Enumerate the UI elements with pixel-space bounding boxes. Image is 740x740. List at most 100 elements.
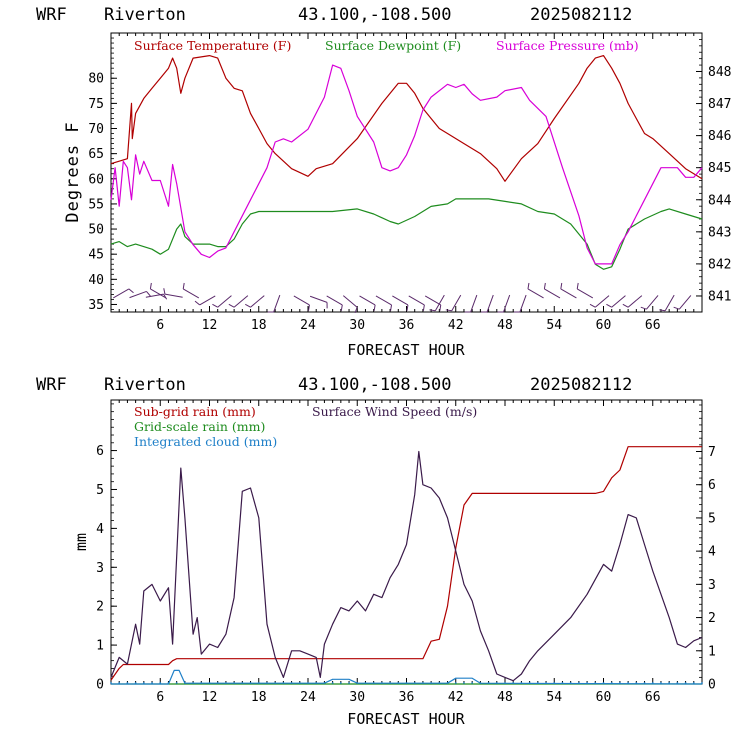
wind-barb xyxy=(576,288,594,299)
wind-barb-flag xyxy=(163,288,166,295)
wind-barb xyxy=(594,295,610,308)
panel1-header: WRF Riverton 43.100,-108.500 2025082112 xyxy=(36,5,632,25)
y2-tick-label: 847 xyxy=(708,97,731,112)
panel1-x-ticks: 6 12 18 24 30 36 42 48 54 60 66 xyxy=(110,33,703,333)
cloud-marker xyxy=(619,682,621,684)
cloud-marker xyxy=(610,682,613,684)
wind-barb-flag xyxy=(146,291,151,297)
cloud-marker xyxy=(422,682,424,684)
station-label: Riverton xyxy=(104,5,186,25)
y-tick-label: 35 xyxy=(88,298,104,313)
wind-barb xyxy=(664,294,675,312)
wind-barb-flag xyxy=(560,282,563,289)
wind-barb-flag xyxy=(606,303,612,308)
x-tick-label: 60 xyxy=(596,690,612,705)
y2-tick-label: 6 xyxy=(708,478,716,493)
wind-barb xyxy=(293,295,310,306)
x-tick-label: 18 xyxy=(251,318,267,333)
cloud-marker xyxy=(266,682,268,684)
panel1-y-ticks: 35 40 45 50 55 60 65 70 75 80 xyxy=(88,32,117,313)
y-tick-label: 40 xyxy=(88,273,104,288)
wind-barb-flag xyxy=(390,304,393,311)
wind-barb xyxy=(182,288,200,299)
wind-barb-flag xyxy=(373,304,376,311)
y-tick-label: 3 xyxy=(96,561,104,576)
cloud-marker xyxy=(553,682,556,684)
cloud-marker xyxy=(216,682,219,684)
x-tick-label: 36 xyxy=(399,318,415,333)
wind-barb-flag xyxy=(128,288,134,294)
cloud-marker xyxy=(438,682,441,684)
cloud-marker xyxy=(577,682,580,684)
wind-barb-flag xyxy=(406,304,409,311)
cloud-marker xyxy=(298,682,301,684)
x-tick-label: 12 xyxy=(202,318,218,333)
cloud-marker xyxy=(520,682,523,684)
cloud-marker xyxy=(249,682,252,684)
wind-barb-flag xyxy=(228,303,235,308)
cloud-marker xyxy=(413,682,416,684)
wind-barb xyxy=(544,288,561,299)
cloud-marker xyxy=(545,682,547,684)
cloud-marker xyxy=(454,682,457,684)
cloud-marker xyxy=(463,682,465,684)
wind-barb-flag xyxy=(439,304,442,311)
wind-barb xyxy=(129,290,147,299)
init-label-2: 2025082112 xyxy=(530,375,632,395)
cloud-marker xyxy=(364,682,367,684)
wind-barb-flag xyxy=(422,304,425,311)
panel1-series xyxy=(110,55,703,270)
cloud-marker xyxy=(487,682,490,684)
cloud-marker xyxy=(233,682,236,684)
cloud-marker xyxy=(183,682,186,684)
cloud-marker xyxy=(676,682,679,684)
x-tick-label: 6 xyxy=(156,318,164,333)
wind-barb-flag xyxy=(622,303,629,308)
wind-barb xyxy=(486,294,494,313)
y-tick-label: 6 xyxy=(96,444,104,459)
wind-barb-flag xyxy=(543,282,546,289)
cloud-marker xyxy=(602,682,605,684)
y2-tick-label: 0 xyxy=(708,678,716,693)
model-label: WRF xyxy=(36,5,67,25)
wind-barb-flag xyxy=(445,309,452,312)
cloud-marker xyxy=(307,682,309,684)
series-line-surface-temperature-f xyxy=(110,55,703,182)
panel2-y2-ticks: 0 1 2 3 4 5 6 7 xyxy=(696,404,716,693)
station-label-2: Riverton xyxy=(104,375,186,395)
y-tick-label: 4 xyxy=(96,522,104,537)
wind-barb xyxy=(164,293,183,298)
wind-barb-flag xyxy=(589,303,596,308)
x-tick-label: 30 xyxy=(349,318,365,333)
y-tick-label: 50 xyxy=(88,223,104,238)
y2-tick-label: 841 xyxy=(708,289,731,304)
cloud-marker xyxy=(257,682,260,684)
cloud-marker xyxy=(594,682,597,684)
panel2-xlabel: FORECAST HOUR xyxy=(347,710,465,728)
x-tick-label: 24 xyxy=(300,318,316,333)
x-tick-label: 60 xyxy=(596,318,612,333)
y2-tick-label: 3 xyxy=(708,578,716,593)
cloud-marker xyxy=(504,682,506,684)
wind-barb-flag xyxy=(194,300,200,306)
x-tick-label: 66 xyxy=(645,318,661,333)
cloud-marker xyxy=(635,682,638,684)
panel1-xlabel: FORECAST HOUR xyxy=(347,341,465,359)
wind-barb xyxy=(424,295,442,306)
cloud-marker xyxy=(479,682,482,684)
wind-barb xyxy=(434,294,445,312)
cloud-marker xyxy=(274,682,277,684)
x-tick-label: 12 xyxy=(202,690,218,705)
cloud-marker xyxy=(692,682,695,684)
cloud-marker xyxy=(134,682,137,684)
panel2-header: WRF Riverton 43.100,-108.500 2025082112 xyxy=(36,375,632,395)
wind-barb-flag xyxy=(354,307,358,314)
cloud-marker xyxy=(430,682,433,684)
panel1-frame xyxy=(110,32,703,313)
cloud-marker xyxy=(643,682,646,684)
cloud-marker xyxy=(660,682,662,684)
wind-barb xyxy=(503,294,511,313)
wind-barb xyxy=(233,295,249,308)
wind-barb-flag xyxy=(182,282,185,289)
cloud-marker xyxy=(126,682,129,684)
